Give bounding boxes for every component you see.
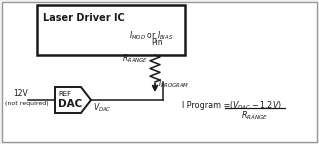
- FancyBboxPatch shape: [37, 5, 185, 55]
- Text: 12V: 12V: [13, 89, 28, 98]
- Text: (not required): (not required): [5, 101, 48, 106]
- Text: I Program =: I Program =: [182, 102, 233, 110]
- Text: $I_{PROGRAM}$: $I_{PROGRAM}$: [158, 78, 189, 90]
- Text: $\mathit{I}_{MOD}$ or $\mathit{I}_{BIAS}$: $\mathit{I}_{MOD}$ or $\mathit{I}_{BIAS}…: [129, 29, 173, 41]
- Text: DAC: DAC: [58, 99, 82, 109]
- Text: Pin: Pin: [151, 38, 162, 47]
- FancyBboxPatch shape: [2, 2, 317, 142]
- Text: REF: REF: [58, 91, 71, 97]
- Text: $V_{DAC}$: $V_{DAC}$: [93, 102, 112, 114]
- Text: $R_{RANGE}$: $R_{RANGE}$: [241, 109, 269, 122]
- Text: $(V_{DAC} - 1.2V)$: $(V_{DAC} - 1.2V)$: [228, 99, 281, 111]
- Text: $R_{RANGE}$: $R_{RANGE}$: [122, 52, 148, 65]
- Polygon shape: [55, 87, 91, 113]
- Text: Laser Driver IC: Laser Driver IC: [43, 13, 125, 23]
